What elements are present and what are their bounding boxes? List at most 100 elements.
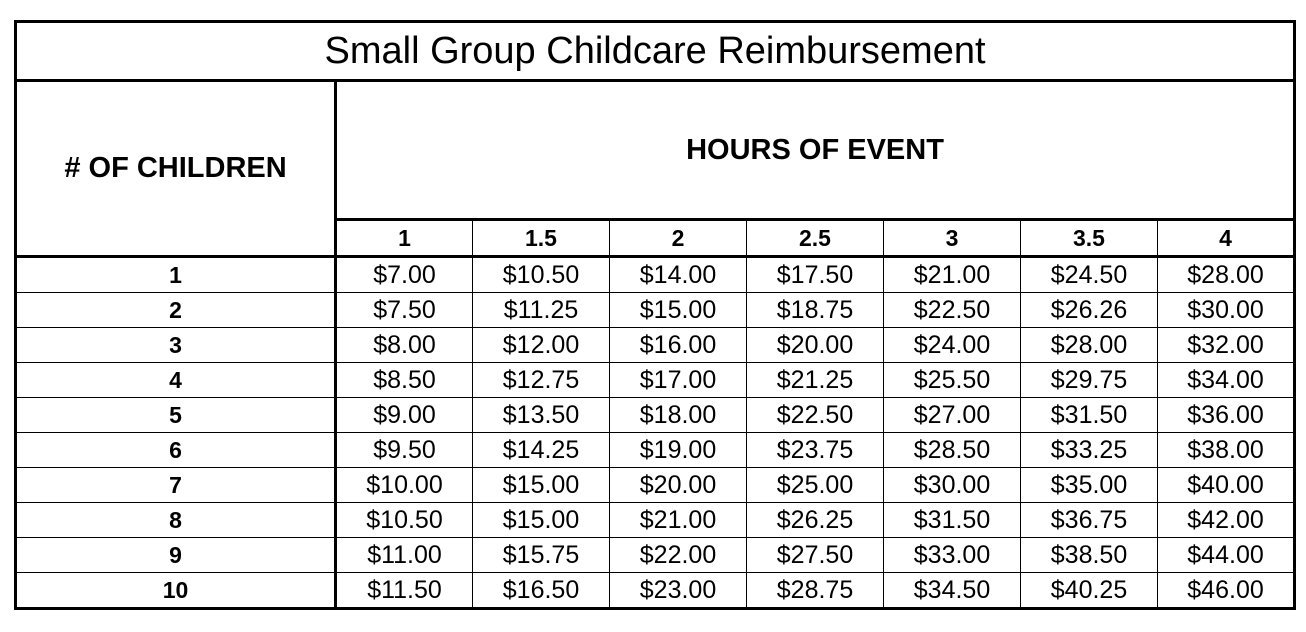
children-count-cell: 5 <box>14 397 337 433</box>
reimbursement-amount-cell: $19.00 <box>609 432 747 468</box>
reimbursement-amount-cell: $14.25 <box>472 432 610 468</box>
reimbursement-amount-cell: $8.50 <box>335 362 473 398</box>
children-count-cell: 9 <box>14 537 337 573</box>
reimbursement-amount-cell: $26.26 <box>1020 292 1158 328</box>
reimbursement-amount-cell: $15.00 <box>472 467 610 503</box>
reimbursement-amount-cell: $13.50 <box>472 397 610 433</box>
reimbursement-amount-cell: $31.50 <box>883 502 1021 538</box>
reimbursement-amount-cell: $10.50 <box>472 256 610 293</box>
reimbursement-amount-cell: $20.00 <box>609 467 747 503</box>
reimbursement-amount-cell: $40.25 <box>1020 572 1158 610</box>
reimbursement-amount-cell: $22.00 <box>609 537 747 573</box>
reimbursement-amount-cell: $25.50 <box>883 362 1021 398</box>
reimbursement-amount-cell: $33.00 <box>883 537 1021 573</box>
reimbursement-amount-cell: $29.75 <box>1020 362 1158 398</box>
reimbursement-amount-cell: $30.00 <box>883 467 1021 503</box>
table-row: 2 $7.50 $11.25 $15.00 $18.75 $22.50 $26.26 $30.… <box>14 292 1297 328</box>
reimbursement-amount-cell: $38.50 <box>1020 537 1158 573</box>
reimbursement-amount-cell: $23.00 <box>609 572 747 610</box>
reimbursement-amount-cell: $12.00 <box>472 327 610 363</box>
reimbursement-amount-cell: $14.00 <box>609 256 747 293</box>
title-row: Small Group Childcare Reimbursement <box>13 20 1297 82</box>
reimbursement-amount-cell: $10.00 <box>335 467 473 503</box>
reimbursement-amount-cell: $16.50 <box>472 572 610 610</box>
hours-group-header: HOURS OF EVENT <box>334 80 1297 221</box>
reimbursement-amount-cell: $21.00 <box>883 256 1021 293</box>
children-count-cell: 6 <box>14 432 337 468</box>
reimbursement-amount-cell: $36.00 <box>1156 397 1297 433</box>
reimbursement-amount-cell: $28.50 <box>883 432 1021 468</box>
reimbursement-amount-cell: $28.00 <box>1156 256 1297 293</box>
reimbursement-amount-cell: $22.50 <box>746 397 884 433</box>
reimbursement-amount-cell: $27.00 <box>883 397 1021 433</box>
hour-column-header: 3 <box>883 219 1021 258</box>
hour-column-header: 4 <box>1156 219 1297 258</box>
reimbursement-amount-cell: $17.00 <box>609 362 747 398</box>
reimbursement-amount-cell: $28.00 <box>1020 327 1158 363</box>
children-count-cell: 8 <box>14 502 337 538</box>
reimbursement-amount-cell: $9.50 <box>335 432 473 468</box>
table-title: Small Group Childcare Reimbursement <box>13 20 1297 82</box>
table-row: 9 $11.00 $15.75 $22.00 $27.50 $33.00 $38.50 $44… <box>14 537 1297 573</box>
reimbursement-amount-cell: $34.50 <box>883 572 1021 610</box>
reimbursement-amount-cell: $24.50 <box>1020 256 1158 293</box>
reimbursement-table: Small Group Childcare Reimbursement # OF… <box>13 20 1297 610</box>
reimbursement-amount-cell: $31.50 <box>1020 397 1158 433</box>
table-row: 10 $11.50 $16.50 $23.00 $28.75 $34.50 $40.25 $4… <box>14 572 1297 610</box>
children-count-cell: 3 <box>14 327 337 363</box>
reimbursement-amount-cell: $15.00 <box>609 292 747 328</box>
reimbursement-amount-cell: $20.00 <box>746 327 884 363</box>
hour-column-header: 1.5 <box>472 219 610 258</box>
reimbursement-amount-cell: $17.50 <box>746 256 884 293</box>
reimbursement-amount-cell: $32.00 <box>1156 327 1297 363</box>
table-row: 4 $8.50 $12.75 $17.00 $21.25 $25.50 $29.75 $34.… <box>14 362 1297 398</box>
reimbursement-amount-cell: $9.00 <box>335 397 473 433</box>
reimbursement-amount-cell: $8.00 <box>335 327 473 363</box>
reimbursement-amount-cell: $24.00 <box>883 327 1021 363</box>
reimbursement-amount-cell: $15.00 <box>472 502 610 538</box>
reimbursement-amount-cell: $11.25 <box>472 292 610 328</box>
reimbursement-amount-cell: $25.00 <box>746 467 884 503</box>
reimbursement-amount-cell: $21.00 <box>609 502 747 538</box>
reimbursement-amount-cell: $18.75 <box>746 292 884 328</box>
children-column-header: # OF CHILDREN <box>14 80 337 258</box>
hour-column-header: 2.5 <box>746 219 884 258</box>
group-header-row: # OF CHILDREN HOURS OF EVENT <box>14 80 1297 258</box>
reimbursement-amount-cell: $35.00 <box>1020 467 1158 503</box>
reimbursement-amount-cell: $12.75 <box>472 362 610 398</box>
reimbursement-amount-cell: $36.75 <box>1020 502 1158 538</box>
hours-header-row: 1 1.5 2 2.5 3 3.5 4 <box>16 219 1297 258</box>
reimbursement-amount-cell: $42.00 <box>1156 502 1297 538</box>
reimbursement-amount-cell: $44.00 <box>1156 537 1297 573</box>
table-row: 5 $9.00 $13.50 $18.00 $22.50 $27.00 $31.50 $36.… <box>14 397 1297 433</box>
hour-column-header: 3.5 <box>1020 219 1158 258</box>
reimbursement-amount-cell: $15.75 <box>472 537 610 573</box>
reimbursement-amount-cell: $33.25 <box>1020 432 1158 468</box>
children-count-cell: 4 <box>14 362 337 398</box>
children-count-cell: 1 <box>14 256 337 293</box>
reimbursement-amount-cell: $26.25 <box>746 502 884 538</box>
reimbursement-amount-cell: $18.00 <box>609 397 747 433</box>
reimbursement-amount-cell: $7.00 <box>335 256 473 293</box>
reimbursement-amount-cell: $28.75 <box>746 572 884 610</box>
reimbursement-amount-cell: $16.00 <box>609 327 747 363</box>
hour-column-header: 2 <box>609 219 747 258</box>
children-count-cell: 2 <box>14 292 337 328</box>
reimbursement-amount-cell: $46.00 <box>1156 572 1297 610</box>
reimbursement-amount-cell: $30.00 <box>1156 292 1297 328</box>
reimbursement-amount-cell: $7.50 <box>335 292 473 328</box>
reimbursement-amount-cell: $22.50 <box>883 292 1021 328</box>
reimbursement-amount-cell: $40.00 <box>1156 467 1297 503</box>
hour-column-header: 1 <box>335 219 473 258</box>
table-row: 6 $9.50 $14.25 $19.00 $23.75 $28.50 $33.25 $38.… <box>14 432 1297 468</box>
table-row: 3 $8.00 $12.00 $16.00 $20.00 $24.00 $28.00 $32.… <box>14 327 1297 363</box>
reimbursement-amount-cell: $38.00 <box>1156 432 1297 468</box>
reimbursement-amount-cell: $27.50 <box>746 537 884 573</box>
reimbursement-amount-cell: $21.25 <box>746 362 884 398</box>
table-row: 8 $10.50 $15.00 $21.00 $26.25 $31.50 $36.75 $42… <box>14 502 1297 538</box>
reimbursement-amount-cell: $10.50 <box>335 502 473 538</box>
reimbursement-amount-cell: $11.50 <box>335 572 473 610</box>
table-row: 1 $7.00 $10.50 $14.00 $17.50 $21.00 $24.50 $28.… <box>14 256 1297 293</box>
reimbursement-amount-cell: $11.00 <box>335 537 473 573</box>
children-count-cell: 7 <box>14 467 337 503</box>
